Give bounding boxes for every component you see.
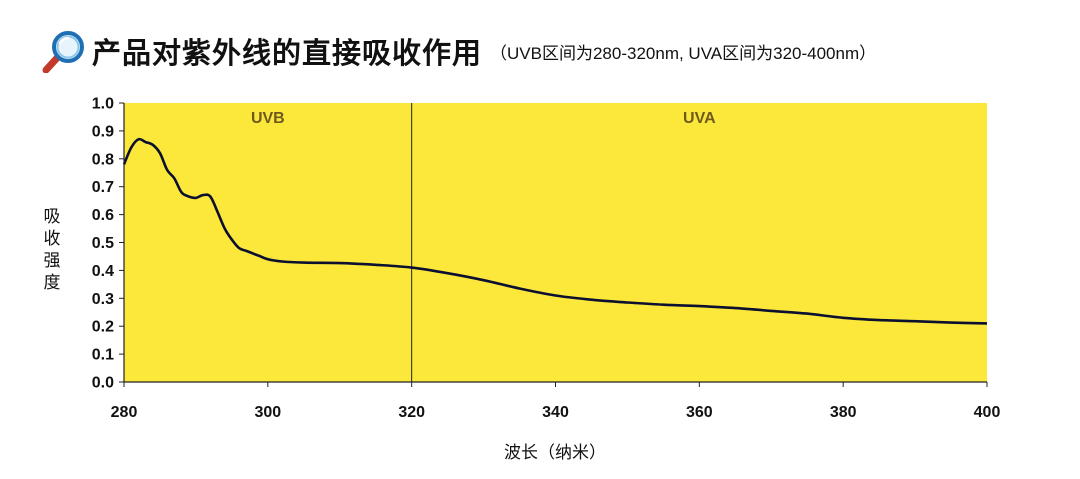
chart-title: 产品对紫外线的直接吸收作用 — [92, 36, 483, 70]
x-tick-label: 340 — [542, 404, 569, 421]
y-tick-label: 0.8 — [92, 151, 114, 168]
y-tick-label: 0.7 — [92, 179, 114, 196]
y-tick-label: 0.9 — [92, 123, 114, 140]
region-labels: UVB UVA — [251, 110, 716, 127]
absorption-series-line — [122, 137, 988, 325]
magnifier-icon — [42, 31, 84, 73]
chart-subtitle: （UVB区间为280-320nm, UVA区间为320-400nm） — [490, 43, 877, 63]
chart-header: 产品对紫外线的直接吸收作用 （UVB区间为280-320nm, UVA区间为32… — [42, 26, 876, 76]
y-axis-label-text: 吸收强度 — [44, 207, 61, 292]
x-tick-label: 360 — [686, 404, 713, 421]
y-tick-label: 0.2 — [92, 319, 114, 336]
y-tick-label: 0.4 — [92, 263, 114, 280]
y-tick-label: 0.6 — [92, 207, 114, 224]
y-tick-label: 1.0 — [92, 96, 114, 113]
y-axis-ticks: 0.0 0.1 0.2 0.3 0.4 0.5 0.6 0.7 0.8 0.9 1.0 — [92, 96, 124, 392]
x-tick-label: 300 — [254, 404, 281, 421]
x-tick-label: 380 — [830, 404, 857, 421]
x-tick-label: 400 — [974, 404, 1001, 421]
y-tick-label: 0.3 — [92, 291, 114, 308]
y-tick-label: 0.5 — [92, 235, 114, 252]
region-label-uva: UVA — [683, 110, 716, 127]
plot-area — [124, 103, 987, 382]
x-tick-label: 320 — [398, 404, 425, 421]
x-tick-label: 280 — [111, 404, 138, 421]
y-tick-label: 0.1 — [92, 347, 114, 364]
region-label-uvb: UVB — [251, 110, 285, 127]
y-tick-label: 0.0 — [92, 375, 114, 392]
x-axis-label: 波长（纳米） — [504, 443, 606, 462]
y-axis-label: 吸收强度 — [44, 207, 61, 292]
x-axis-ticks: 280 300 320 340 360 380 400 — [111, 382, 1001, 421]
